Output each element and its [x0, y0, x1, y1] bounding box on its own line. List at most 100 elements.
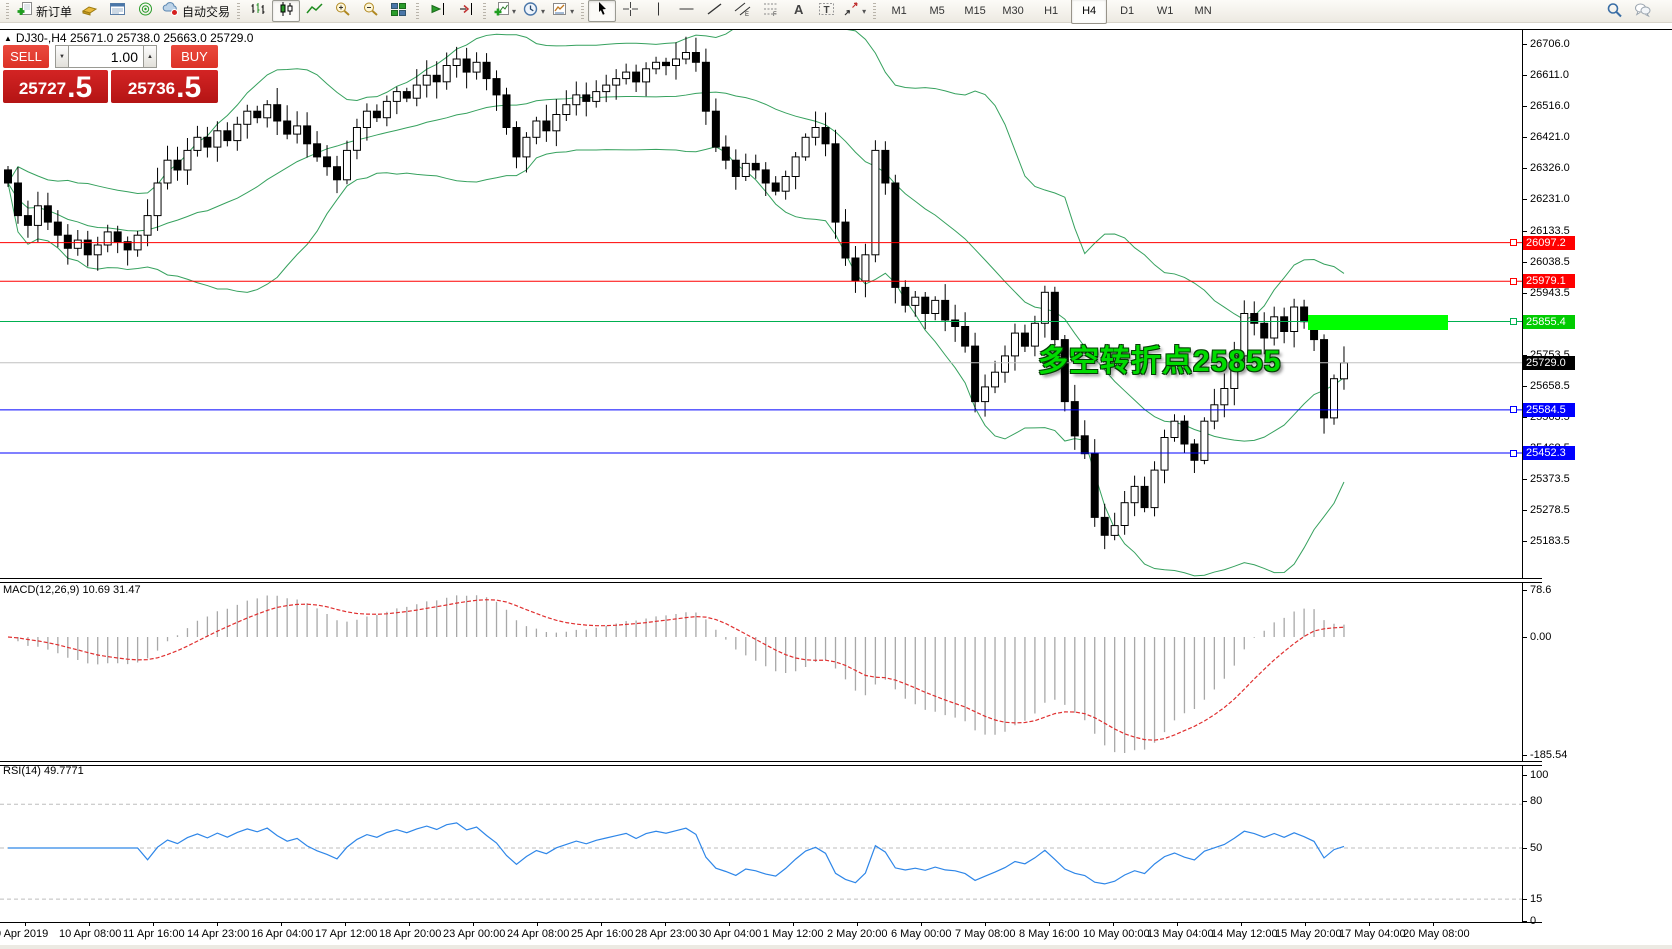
tf-mn[interactable]: MN	[1194, 5, 1212, 17]
crosshair-button[interactable]	[616, 0, 644, 22]
zoom-out-button[interactable]	[356, 0, 384, 22]
level-line-handle[interactable]	[1510, 318, 1517, 325]
bar-chart-button[interactable]	[244, 0, 272, 22]
tf-m15[interactable]: M15	[964, 5, 986, 17]
candlestick-chart-button[interactable]	[272, 0, 301, 22]
toolbar-grip[interactable]	[6, 3, 9, 19]
bollinger-band-line[interactable]	[7, 91, 1345, 442]
search-button[interactable]	[1600, 1, 1628, 23]
svg-text:A: A	[794, 2, 804, 17]
tf-d1[interactable]: D1	[1120, 5, 1135, 17]
rsi-indicator-label: RSI(14) 49.7771	[3, 765, 84, 777]
time-tick-label: 17 May 04:00	[1339, 928, 1406, 940]
tf-w1[interactable]: W1	[1156, 5, 1174, 17]
pivot-highlight-rectangle[interactable]	[1308, 315, 1448, 330]
time-tick	[1113, 922, 1114, 926]
price-tick-label: 25373.5	[1530, 473, 1570, 485]
time-tick	[1241, 922, 1242, 926]
volume-increase-button[interactable]: ▲	[143, 45, 157, 68]
cursor-button[interactable]	[588, 0, 617, 22]
price-tag-25452.3[interactable]: 25452.3	[1523, 446, 1575, 460]
tool-text-icon: A	[790, 1, 807, 22]
panel-divider[interactable]	[0, 761, 1542, 766]
pivot-annotation-text[interactable]: 多空转折点25855	[1038, 345, 1282, 378]
chevron-down-icon[interactable]: ▾	[862, 6, 867, 16]
navigator-button[interactable]	[131, 0, 159, 22]
autoscroll-button[interactable]	[423, 0, 451, 22]
toolbar-grip[interactable]	[873, 3, 877, 19]
sell-button[interactable]: SELL	[3, 45, 49, 68]
chevron-down-icon[interactable]: ▾	[570, 6, 575, 16]
toolbar-grip[interactable]	[581, 3, 585, 19]
sell-price-display[interactable]: 25727.5	[3, 70, 108, 103]
autotrading-button[interactable]: 自动交易	[159, 0, 233, 22]
time-tick	[153, 922, 154, 926]
level-line-handle[interactable]	[1510, 406, 1517, 413]
data-window-button[interactable]	[103, 0, 131, 22]
price-tick	[1522, 479, 1527, 480]
chat-button[interactable]	[1628, 1, 1656, 23]
price-tick-label: 26611.0	[1530, 69, 1569, 81]
tf-h4[interactable]: H4	[1071, 0, 1108, 24]
new-order-button[interactable]: 新订单	[13, 0, 75, 22]
level-line-handle[interactable]	[1510, 450, 1517, 457]
time-tick	[1433, 922, 1434, 926]
horizontal-line-button[interactable]	[672, 0, 700, 22]
level-line-handle[interactable]	[1510, 278, 1517, 285]
periods-button[interactable]: ▾	[519, 0, 548, 22]
time-tick	[281, 922, 282, 926]
chevron-down-icon[interactable]: ▾	[512, 6, 517, 16]
toolbar-grip[interactable]	[237, 3, 241, 19]
channel-button[interactable]: E	[728, 0, 756, 22]
candles[interactable]	[4, 52, 1348, 536]
tf-m1[interactable]: M1	[891, 5, 907, 17]
volume-input[interactable]	[69, 45, 143, 68]
fibonacci-button[interactable]: F	[756, 0, 784, 22]
chart-title-text: DJ30-,H4 25671.0 25738.0 25663.0 25729.0	[15, 31, 254, 45]
market-watch-button[interactable]	[75, 0, 103, 22]
rsi-panel-canvas[interactable]	[0, 765, 1522, 922]
vertical-line-button[interactable]	[644, 0, 672, 22]
time-axis-border	[0, 922, 1542, 923]
main-chart-canvas[interactable]	[0, 30, 1522, 578]
buy-price-display[interactable]: 25736.5	[111, 70, 218, 103]
time-tick-label: 14 Apr 23:00	[187, 928, 250, 940]
collapse-arrow-icon[interactable]: ▲	[4, 34, 12, 43]
price-tag-25729.0[interactable]: 25729.0	[1523, 356, 1575, 370]
line-chart-button[interactable]	[300, 0, 328, 22]
buy-button[interactable]: BUY	[171, 45, 218, 68]
bollinger-band-line[interactable]	[7, 146, 1345, 577]
macd-panel-canvas[interactable]	[0, 582, 1522, 761]
time-tick	[1305, 922, 1306, 926]
price-tag-25584.5[interactable]: 25584.5	[1523, 403, 1575, 417]
time-tick-label: 25 Apr 16:00	[571, 928, 634, 940]
toolbar-grip[interactable]	[483, 3, 487, 19]
time-tick-label: 23 Apr 00:00	[443, 928, 506, 940]
zoom-in-icon	[334, 1, 351, 22]
trendline-button[interactable]	[700, 0, 728, 22]
zoom-in-button[interactable]	[328, 0, 356, 22]
time-tick-label: 10 Apr 08:00	[59, 928, 122, 940]
panel-divider[interactable]	[0, 578, 1542, 583]
volume-decrease-button[interactable]: ▼	[55, 45, 69, 68]
price-tag-25979.1[interactable]: 25979.1	[1523, 274, 1575, 288]
tile-windows-button[interactable]	[384, 0, 412, 22]
tf-m5[interactable]: M5	[929, 5, 945, 17]
level-line-handle[interactable]	[1510, 239, 1517, 246]
price-tag-26097.2[interactable]: 26097.2	[1523, 236, 1575, 250]
templates-button[interactable]: ▾	[548, 0, 577, 22]
chevron-down-icon[interactable]: ▾	[541, 6, 546, 16]
label-button[interactable]: T	[812, 0, 840, 22]
sell-price-frac: .5	[67, 71, 93, 104]
tf-m30[interactable]: M30	[1002, 5, 1024, 17]
time-tick	[1177, 922, 1178, 926]
price-tag-25855.4[interactable]: 25855.4	[1523, 315, 1575, 329]
time-tick-label: 16 Apr 04:00	[251, 928, 314, 940]
chart-shift-button[interactable]	[451, 0, 479, 22]
text-button[interactable]: A	[784, 0, 812, 22]
new-chart-button[interactable]: ▾	[490, 0, 519, 22]
svg-text:E: E	[745, 12, 749, 17]
toolbar-grip[interactable]	[416, 3, 420, 19]
arrows-button[interactable]: ▾	[840, 0, 869, 22]
tf-h1[interactable]: H1	[1044, 5, 1059, 17]
